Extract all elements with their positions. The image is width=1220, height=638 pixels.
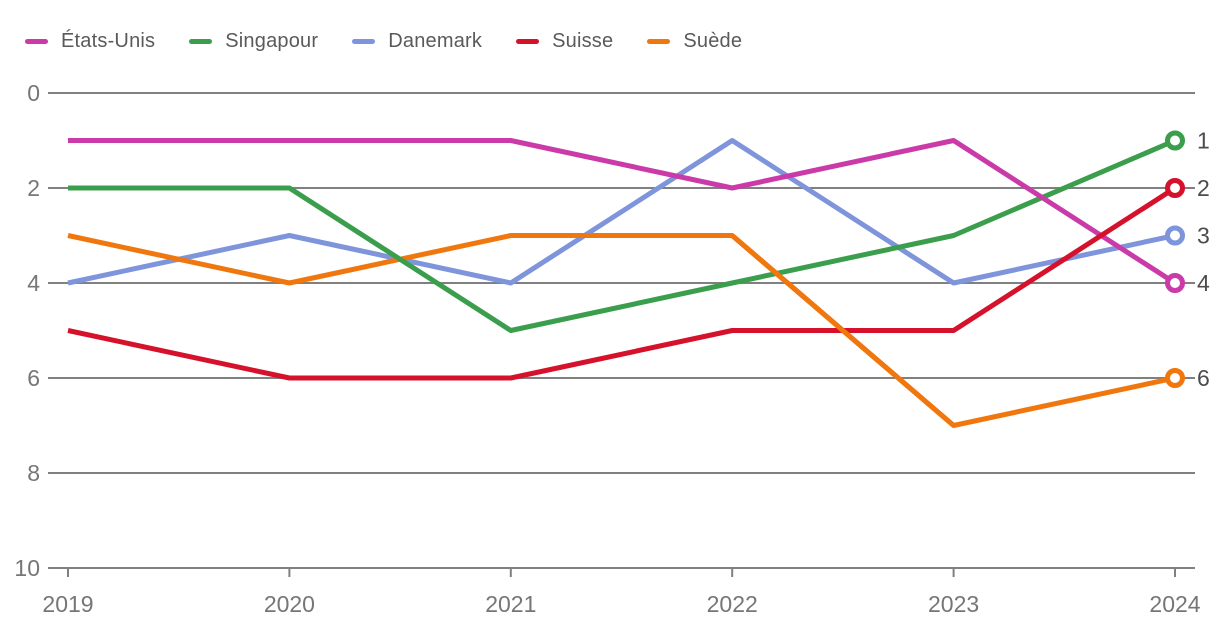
y-tick-label-2: 2 [27,175,40,201]
end-marker-suede [1165,368,1185,388]
y-tick-label-0: 0 [27,80,40,106]
legend-item-suisse[interactable]: Suisse [516,30,613,53]
x-tick-label-2022: 2022 [707,591,758,617]
series-line-suede [67,233,1176,428]
legend-item-etats-unis[interactable]: États-Unis [25,30,155,53]
legend-swatch-icon [516,38,540,44]
legend-swatch-icon [25,38,48,44]
end-rank-label-suede: 6 [1197,365,1210,391]
end-marker-etats-unis [1165,273,1185,293]
end-rank-label-singapour: 1 [1197,128,1210,154]
y-tick-label-10: 10 [14,555,40,581]
legend-item-suede[interactable]: Suède [647,30,742,53]
legend-label: Danemark [388,29,483,52]
end-marker-suisse [1165,178,1185,198]
y-tick-label-4: 4 [27,270,40,296]
legend-swatch-icon [647,38,671,44]
series-line-danemark [67,138,1176,286]
legend-label: Suisse [552,29,614,52]
end-rank-label-suisse: 2 [1197,175,1210,201]
series-line-singapour [68,138,1176,333]
end-marker-danemark [1165,225,1185,246]
series-line-etats-unis [68,138,1177,286]
end-rank-label-etats-unis: 4 [1197,270,1210,296]
legend-label: Singapour [225,29,319,52]
x-tick-label-2020: 2020 [264,591,315,617]
x-tick-label-2021: 2021 [485,591,536,617]
end-rank-label-danemark: 3 [1197,223,1210,249]
legend-item-danemark[interactable]: Danemark [352,30,482,53]
y-tick-label-6: 6 [27,365,40,391]
legend-label: Suède [683,29,743,52]
legend-item-singapour[interactable]: Singapour [189,30,318,53]
series-line-suede-overdraw-segment [730,233,956,428]
legend-swatch-icon [189,38,213,44]
legend-swatch-icon [352,38,376,44]
x-tick-label-2023: 2023 [928,591,979,617]
series-line-suisse [67,185,1177,381]
y-tick-label-8: 8 [27,460,40,486]
x-tick-label-2019: 2019 [42,591,93,617]
legend-label: États-Unis [61,29,156,52]
x-tick-label-2024: 2024 [1149,591,1200,617]
end-marker-singapour [1165,130,1185,151]
legend: États-Unis Singapour Danemark Suisse Suède [25,27,742,55]
